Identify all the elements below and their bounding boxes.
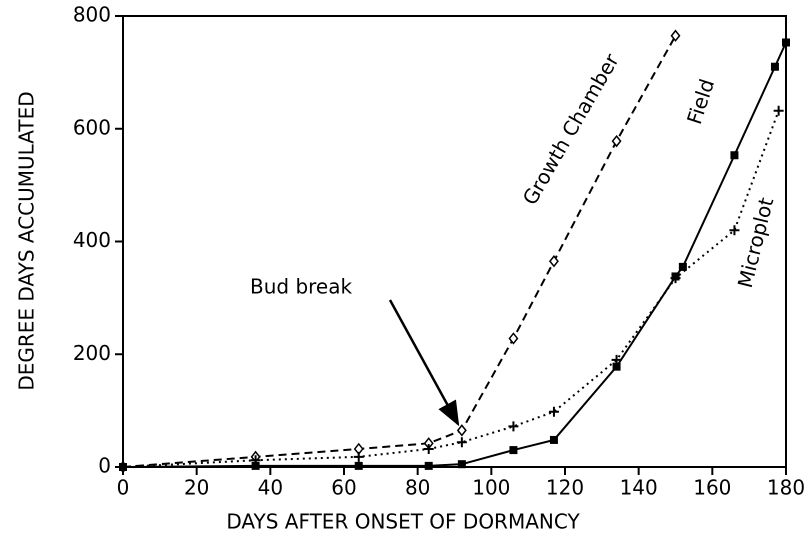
x-tick-label: 140 — [620, 476, 658, 500]
y-tick-label: 0 — [98, 454, 111, 478]
x-tick-label: 120 — [546, 476, 584, 500]
plot-frame — [122, 15, 787, 468]
x-tick-label: 180 — [767, 476, 805, 500]
x-tick-label: 60 — [331, 476, 356, 500]
y-tick-label: 800 — [73, 3, 111, 27]
marker-square — [730, 151, 739, 160]
marker-plus — [423, 443, 434, 454]
x-tick-label: 0 — [117, 476, 130, 500]
series-line — [122, 110, 780, 468]
marker-square — [251, 461, 260, 470]
x-tick-label: 40 — [258, 476, 283, 500]
marker-square — [509, 446, 518, 455]
x-axis-label: DAYS AFTER ONSET OF DORMANCY — [226, 510, 580, 534]
marker-plus — [670, 273, 681, 284]
series-label: Field — [682, 76, 719, 127]
marker-plus — [548, 406, 559, 417]
marker-plus — [456, 437, 467, 448]
marker-square — [354, 461, 363, 470]
marker-plus — [611, 354, 622, 365]
marker-square — [549, 435, 558, 444]
marker-diamond — [670, 29, 681, 42]
x-tick-label: 160 — [693, 476, 731, 500]
marker-square — [612, 362, 621, 371]
marker-plus — [118, 462, 128, 472]
marker-square — [678, 262, 687, 271]
marker-plus — [508, 421, 519, 432]
marker-plus — [729, 225, 740, 236]
marker-diamond — [456, 424, 467, 437]
series-label: Microplot — [733, 195, 779, 290]
marker-square — [424, 461, 433, 470]
marker-diamond — [508, 332, 519, 345]
annotation: Bud break — [250, 275, 352, 299]
marker-diamond — [611, 134, 622, 148]
marker-diamond — [548, 255, 559, 268]
y-tick-label: 400 — [73, 228, 111, 252]
marker-square — [782, 38, 790, 47]
y-tick-label: 200 — [73, 341, 111, 365]
marker-plus — [353, 451, 364, 462]
marker-plus — [250, 455, 261, 466]
x-tick-label: 100 — [472, 476, 510, 500]
marker-square — [770, 62, 779, 71]
x-tick-label: 20 — [184, 476, 209, 500]
annotation-arrow — [388, 299, 460, 427]
x-tick-label: 80 — [405, 476, 430, 500]
marker-square — [457, 460, 466, 469]
marker-plus — [773, 105, 784, 116]
y-tick-label: 600 — [73, 115, 111, 139]
series-label: Growth Chamber — [518, 49, 624, 209]
y-axis-label: DEGREE DAYS ACCUMULATED — [15, 91, 39, 390]
